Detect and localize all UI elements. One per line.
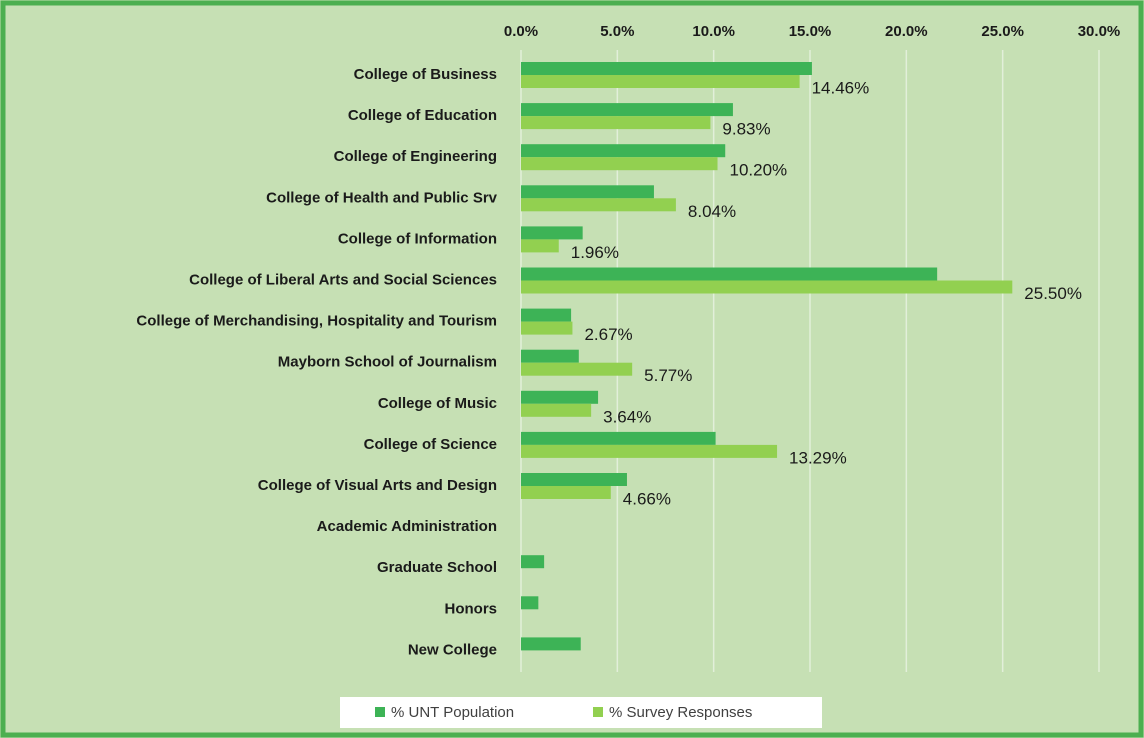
bar [521,144,726,158]
y-tick-label: College of Business [354,66,497,83]
x-tick-label: 30.0% [1078,23,1121,40]
bar [521,239,559,253]
legend-swatch [375,707,385,717]
bar [521,431,716,445]
x-tick-label: 10.0% [692,23,735,40]
y-tick-label: College of Science [364,436,497,453]
bar [521,267,938,281]
bar [521,280,1013,294]
data-label: 4.66% [623,489,671,508]
bar [521,321,573,335]
y-tick-label: College of Information [338,230,497,247]
data-label: 13.29% [789,448,847,467]
x-tick-label: 5.0% [600,23,634,40]
legend-swatch [593,707,603,717]
bar [521,103,733,117]
bar [521,62,812,75]
y-tick-label: College of Music [378,395,497,412]
legend-box [340,697,822,728]
y-tick-label: Mayborn School of Journalism [278,354,497,371]
bar [521,473,627,486]
bar [521,116,711,130]
y-tick-label: College of Engineering [334,148,497,165]
data-label: 1.96% [571,243,619,262]
bar [521,75,800,88]
bar [521,308,572,322]
bar [521,555,545,569]
bar [521,637,581,651]
y-tick-label: College of Liberal Arts and Social Scien… [189,271,497,288]
data-label: 9.83% [722,120,770,139]
y-tick-label: College of Visual Arts and Design [258,477,497,494]
x-tick-label: 25.0% [981,23,1024,40]
data-label: 3.64% [603,407,651,426]
legend-label: % UNT Population [391,704,514,721]
data-label: 5.77% [644,366,692,385]
bar [521,362,633,376]
bar [521,403,592,417]
bar [521,157,718,171]
bar [521,444,778,458]
bar [521,596,539,610]
bar [521,226,583,240]
x-tick-label: 20.0% [885,23,928,40]
data-label: 8.04% [688,202,736,221]
data-label: 14.46% [812,78,870,97]
y-tick-label: College of Education [348,107,497,124]
y-tick-label: Graduate School [377,559,497,576]
data-label: 25.50% [1024,284,1082,303]
x-tick-label: 0.0% [504,23,538,40]
bar [521,198,676,212]
bar [521,185,654,199]
y-tick-label: Honors [445,600,498,617]
bar [521,486,611,499]
y-tick-label: College of Health and Public Srv [266,189,498,206]
bar [521,390,599,404]
y-tick-label: Academic Administration [317,518,497,535]
x-tick-label: 15.0% [789,23,832,40]
y-tick-label: New College [408,641,497,658]
y-tick-label: College of Merchandising, Hospitality an… [136,313,497,330]
legend-label: % Survey Responses [609,704,752,721]
bar [521,349,579,363]
data-label: 2.67% [584,325,632,344]
data-label: 10.20% [730,161,788,180]
